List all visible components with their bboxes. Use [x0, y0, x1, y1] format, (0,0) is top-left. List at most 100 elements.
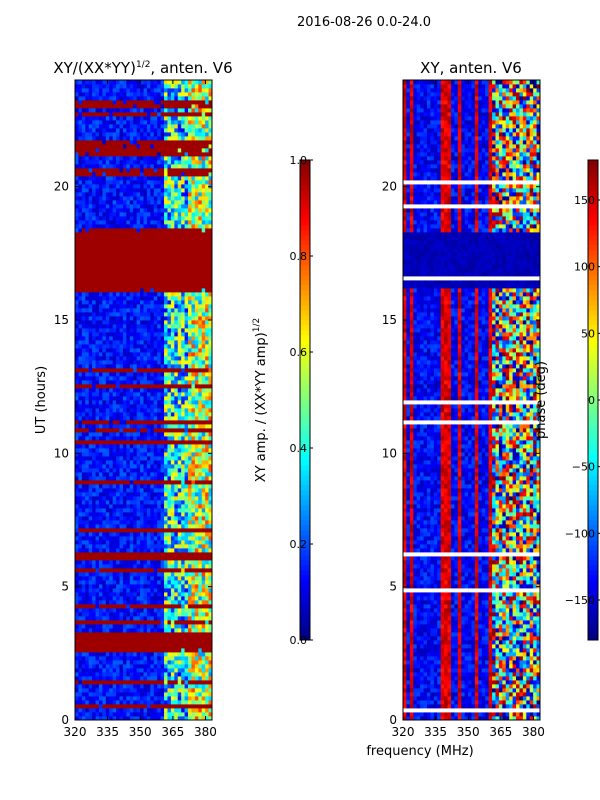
heatmap-cell [167, 444, 172, 449]
heatmap-cell [184, 712, 189, 717]
heatmap-cell [140, 380, 144, 385]
heatmap-cell [164, 396, 168, 401]
heatmap-cell [75, 392, 79, 397]
heatmap-cell [205, 548, 209, 553]
heatmap-cell [105, 684, 110, 689]
heatmap-cell [119, 680, 124, 685]
heatmap-cell [184, 240, 189, 245]
heatmap-cell [198, 236, 203, 241]
heatmap-cell [160, 700, 165, 705]
heatmap-cell [129, 520, 134, 525]
heatmap-cell [116, 360, 120, 365]
heatmap-cell [75, 360, 79, 365]
heatmap-cell [98, 472, 103, 477]
heatmap-cell [102, 460, 107, 465]
heatmap-cell [92, 580, 96, 585]
heatmap-cell [205, 244, 209, 249]
heatmap-cell [88, 388, 93, 393]
heatmap-cell [170, 512, 175, 517]
heatmap-cell [198, 688, 203, 693]
heatmap-cell [102, 704, 107, 709]
heatmap-cell [201, 664, 206, 669]
heatmap-cell [198, 484, 203, 489]
heatmap-cell [105, 516, 110, 521]
heatmap-cell [88, 556, 93, 561]
heatmap-cell [88, 492, 93, 497]
heatmap-cell [167, 516, 172, 521]
heatmap-cell [191, 468, 196, 473]
heatmap-cell [167, 512, 172, 517]
heatmap-cell [75, 224, 79, 229]
heatmap-cell [164, 460, 168, 465]
heatmap-cell [174, 372, 179, 377]
heatmap-cell [164, 280, 168, 285]
heatmap-cell [170, 348, 175, 353]
heatmap-cell [92, 632, 96, 637]
heatmap-cell [174, 508, 179, 513]
heatmap-cell [112, 668, 117, 673]
heatmap-cell [102, 296, 107, 301]
heatmap-cell [164, 572, 168, 577]
heatmap-cell [181, 448, 185, 453]
heatmap-cell [81, 496, 86, 501]
heatmap-cell [181, 424, 185, 429]
heatmap-cell [205, 228, 209, 233]
heatmap-cell [205, 648, 209, 653]
heatmap-cell [201, 412, 206, 417]
heatmap-cell [119, 564, 124, 569]
heatmap-cell [164, 476, 168, 481]
heatmap-cell [81, 260, 86, 265]
heatmap-cell [122, 272, 127, 277]
heatmap-cell [157, 484, 162, 489]
heatmap-cell [122, 472, 127, 477]
heatmap-cell [126, 444, 131, 449]
heatmap-cell [109, 292, 114, 297]
heatmap-cell [174, 428, 179, 433]
heatmap-cell [122, 716, 127, 721]
heatmap-cell [105, 652, 110, 657]
heatmap-cell [129, 508, 134, 513]
heatmap-cell [177, 292, 182, 297]
heatmap-cell [126, 624, 131, 629]
heatmap-cell [143, 376, 148, 381]
heatmap-cell [157, 560, 162, 565]
heatmap-cell [174, 652, 179, 657]
heatmap-cell [75, 628, 79, 633]
heatmap-cell [208, 556, 213, 561]
heatmap-cell [81, 444, 86, 449]
heatmap-cell [133, 348, 138, 353]
heatmap-cell [184, 568, 189, 573]
heatmap-cell [81, 376, 86, 381]
heatmap-cell [167, 292, 172, 297]
heatmap-cell [102, 432, 107, 437]
heatmap-cell [191, 436, 196, 441]
heatmap-cell [153, 564, 158, 569]
heatmap-cell [143, 416, 148, 421]
heatmap-cell [112, 304, 117, 309]
heatmap-cell [98, 604, 103, 609]
heatmap-cell [177, 416, 182, 421]
heatmap-cell [95, 612, 100, 617]
heatmap-cell [198, 372, 203, 377]
heatmap-cell [170, 308, 175, 313]
heatmap-cell [184, 332, 189, 337]
heatmap-cell [102, 416, 107, 421]
heatmap-cell [164, 332, 168, 337]
heatmap-cell [81, 640, 86, 645]
heatmap-cell [116, 552, 120, 557]
heatmap-cell [116, 428, 120, 433]
heatmap-cell [143, 256, 148, 261]
heatmap-cell [191, 376, 196, 381]
heatmap-cell [174, 600, 179, 605]
heatmap-cell [109, 492, 114, 497]
heatmap-cell [126, 532, 131, 537]
heatmap-cell [177, 464, 182, 469]
heatmap-cell [126, 512, 131, 517]
heatmap-cell [112, 428, 117, 433]
heatmap-cell [184, 444, 189, 449]
heatmap-cell [208, 612, 213, 617]
heatmap-cell [95, 272, 100, 277]
heatmap-cell [119, 420, 124, 425]
heatmap-cell [157, 524, 162, 529]
heatmap-cell [119, 556, 124, 561]
